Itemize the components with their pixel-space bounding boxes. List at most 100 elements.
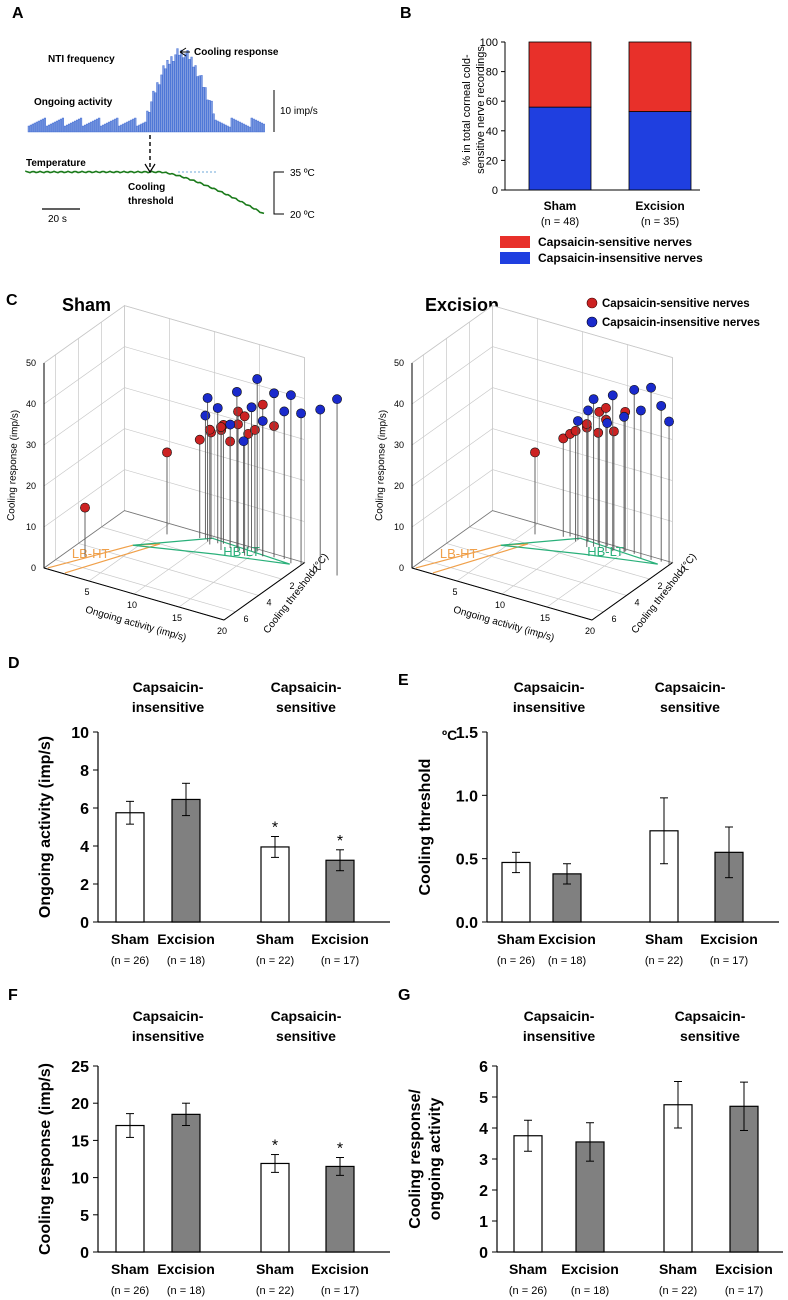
z-tick-label: 0 [31, 563, 36, 573]
x-category-n: (n = 18) [571, 1285, 609, 1297]
bar-chart-g: 0 1 2 3 4 5 6 Sham (n = 26) Excision (n = 18) Sham (… [407, 1008, 783, 1297]
trace-bar [154, 92, 157, 133]
significance-marker: * [337, 1141, 343, 1158]
y-tick-label: 6 [244, 614, 249, 624]
trace-bar [69, 122, 73, 133]
x-category-n: (n = 22) [256, 955, 294, 967]
y-tick-label: 2 [80, 877, 89, 894]
x-category-n: (n = 18) [548, 955, 586, 967]
x-axis [43, 567, 225, 621]
trace-bar [61, 117, 65, 133]
trace-bar [192, 66, 195, 133]
trace-bar [81, 125, 85, 133]
point-insensitive [269, 388, 279, 399]
x-tick-label: 20 [217, 626, 227, 636]
panel-letter-b: B [400, 5, 412, 22]
trace-bar [134, 117, 137, 133]
point-insensitive [636, 405, 646, 416]
bar-excision [171, 1113, 201, 1253]
trace-bar [212, 113, 215, 133]
x-category-n: (n = 26) [111, 955, 149, 967]
y-axis-label-line2: sensitive nerve recordings [475, 46, 487, 174]
trace-bar [79, 117, 83, 133]
hblt-zone [132, 537, 290, 565]
x-tick-label: 10 [127, 600, 137, 610]
grid-line [101, 526, 282, 580]
bar-sensitive [628, 41, 692, 112]
y-tick-label: 1.0 [456, 788, 478, 805]
panel-letter-g: G [398, 987, 410, 1004]
point-sensitive [581, 419, 592, 429]
point-sensitive [558, 433, 569, 444]
bar-sham [649, 830, 679, 923]
trace-bar [144, 121, 147, 133]
y-axis-label-line1: Cooling response/ [407, 1089, 424, 1229]
y-tick-label: 15 [71, 1133, 89, 1150]
panel-e-unit: ºC [442, 727, 457, 743]
nti-frequency-histogram [27, 48, 265, 133]
bar-insensitive [528, 106, 592, 191]
point-insensitive [257, 416, 268, 426]
point-insensitive [602, 418, 613, 428]
trace-bar [260, 122, 263, 133]
trace-bar [102, 124, 105, 133]
trace-bar [162, 65, 165, 133]
lbht-label: LB-HT [440, 546, 478, 561]
trace-bar [206, 99, 209, 133]
temp-low-label: 20 ºC [290, 210, 315, 221]
trace-bar [196, 76, 199, 133]
z-tick-label: 30 [26, 440, 36, 450]
y-tick-label: 100 [480, 37, 498, 49]
grid-line [501, 536, 583, 595]
point-sensitive [162, 447, 172, 458]
group-label-line2: sensitive [276, 1028, 336, 1044]
trace-bar [118, 125, 121, 133]
grid-line [43, 305, 305, 364]
point-insensitive [664, 416, 674, 427]
trace-bar [178, 54, 181, 133]
trace-bar [232, 118, 235, 133]
trace-bar [234, 119, 237, 133]
panel-c: C Sham Excision Capsaicin-sensitive nerv… [6, 292, 760, 644]
trace-bar [252, 118, 255, 133]
stacked-bar-chart-b: 0 20 40 60 80 100 Sham (n = 48) Excision (n = 35)… [461, 37, 703, 265]
y-axis-label: Cooling threshold (°C) [630, 552, 699, 636]
trace-bar [98, 117, 101, 133]
x-category-n: (n = 18) [167, 1285, 205, 1297]
trace-bar [190, 56, 193, 133]
group-label-line1: Capsaicin- [655, 679, 726, 695]
y-tick-label: 2 [290, 581, 295, 591]
x-category-n: (n = 18) [167, 955, 205, 967]
y-tick-label: 0 [80, 1245, 89, 1262]
y-tick-label: 0 [313, 565, 318, 575]
trace-bar [31, 123, 34, 133]
bar-sham [260, 846, 290, 923]
z-axis-label: Cooling response (imp/s) [374, 410, 389, 521]
trace-bar [128, 120, 131, 133]
y-tick-label: 0 [479, 1245, 488, 1262]
y-tick-label: 20 [71, 1096, 89, 1113]
temperature-label: Temperature [26, 158, 86, 169]
bar-excision [325, 1165, 355, 1253]
trace-bar [39, 119, 43, 133]
panel-b: B 0 20 40 60 80 100 Sham (n = 48) Excision (n = 3… [400, 5, 703, 265]
trace-bar [136, 125, 139, 133]
y-tick-label: 1.5 [456, 725, 478, 742]
x-category-label: Excision [157, 1261, 215, 1277]
point-sensitive [570, 425, 581, 436]
trace-bar [152, 90, 155, 133]
sham-3d-title: Sham [62, 295, 111, 315]
x-category-label: Excision [311, 931, 369, 947]
trace-bar [138, 124, 141, 133]
bar-sensitive [528, 41, 592, 108]
x-axis-label: Ongoing activity (imp/s) [84, 605, 187, 644]
trace-bar [43, 117, 47, 133]
z-tick-label: 30 [394, 440, 404, 450]
y-tick-label: 4 [267, 597, 272, 607]
trace-bar [67, 123, 71, 133]
temperature-trace [25, 170, 265, 215]
temp-high-label: 35 ºC [290, 168, 315, 179]
y-tick-label: 6 [612, 614, 617, 624]
